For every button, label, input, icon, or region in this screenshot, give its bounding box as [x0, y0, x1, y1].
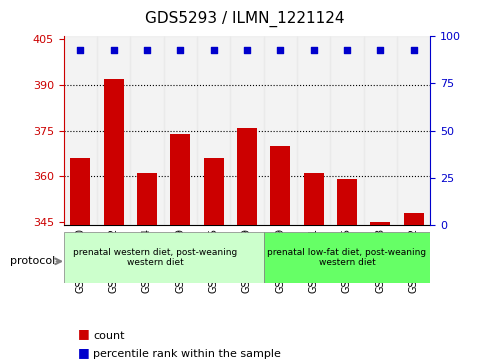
- FancyBboxPatch shape: [63, 232, 263, 283]
- Bar: [137, 173, 157, 225]
- Bar: [70, 158, 90, 225]
- Bar: [296, 36, 329, 225]
- Bar: [329, 36, 363, 225]
- Bar: [263, 36, 296, 225]
- Point: [343, 46, 350, 52]
- Point: [209, 46, 217, 52]
- Bar: [369, 222, 389, 225]
- Bar: [403, 213, 423, 225]
- Point: [376, 46, 384, 52]
- Bar: [130, 36, 163, 225]
- Bar: [203, 158, 223, 225]
- Bar: [103, 79, 123, 225]
- Bar: [303, 173, 323, 225]
- Bar: [237, 128, 256, 225]
- Bar: [230, 36, 263, 225]
- Text: ■: ■: [78, 346, 90, 359]
- Text: prenatal low-fat diet, post-weaning
western diet: prenatal low-fat diet, post-weaning west…: [267, 248, 426, 268]
- Bar: [270, 146, 290, 225]
- Text: percentile rank within the sample: percentile rank within the sample: [93, 349, 280, 359]
- Point: [243, 46, 250, 52]
- Text: GDS5293 / ILMN_1221124: GDS5293 / ILMN_1221124: [144, 11, 344, 27]
- Text: protocol: protocol: [10, 256, 55, 266]
- Point: [142, 46, 150, 52]
- Text: ■: ■: [78, 327, 90, 340]
- Point: [309, 46, 317, 52]
- Bar: [63, 36, 97, 225]
- Point: [109, 46, 117, 52]
- FancyBboxPatch shape: [263, 232, 429, 283]
- Text: count: count: [93, 331, 124, 341]
- Point: [176, 46, 184, 52]
- Bar: [336, 179, 356, 225]
- Point: [409, 46, 417, 52]
- Bar: [170, 134, 190, 225]
- Bar: [363, 36, 396, 225]
- Point: [276, 46, 284, 52]
- Text: prenatal western diet, post-weaning
western diet: prenatal western diet, post-weaning west…: [73, 248, 237, 268]
- Bar: [396, 36, 429, 225]
- Bar: [97, 36, 130, 225]
- Bar: [163, 36, 197, 225]
- Bar: [197, 36, 230, 225]
- Point: [76, 46, 84, 52]
